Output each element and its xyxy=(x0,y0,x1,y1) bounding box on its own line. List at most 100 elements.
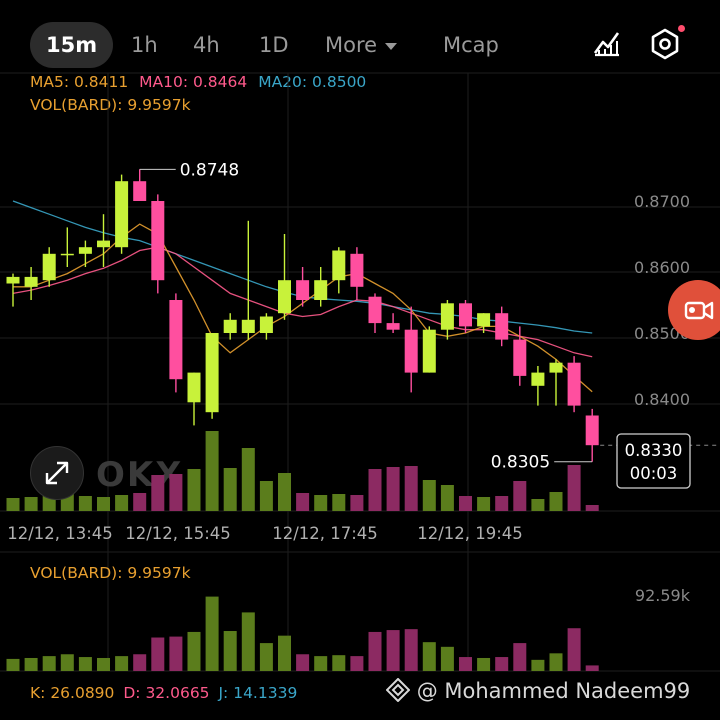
notification-dot xyxy=(678,25,685,32)
x-tick-label: 12/12, 17:45 xyxy=(272,524,378,543)
y-tick-label: 0.8700 xyxy=(634,192,690,211)
candle xyxy=(314,267,328,307)
volume-bar xyxy=(278,473,291,511)
candle-body xyxy=(314,280,328,300)
volume-bar xyxy=(169,474,183,511)
volume-bar-sub xyxy=(332,655,346,671)
candle xyxy=(459,300,472,333)
volume-bar-sub xyxy=(169,636,183,671)
x-tick-label: 12/12, 15:45 xyxy=(125,524,231,543)
volume-bar xyxy=(241,448,255,511)
candle xyxy=(115,174,129,254)
volume-bar xyxy=(422,480,436,511)
volume-bar xyxy=(350,495,364,511)
video-camera-icon xyxy=(684,301,714,320)
tab-1h[interactable]: 1h xyxy=(131,33,158,57)
tab-4h[interactable]: 4h xyxy=(193,33,220,57)
candle xyxy=(133,169,147,201)
vol-legend-sub: VOL(BARD): 9.9597k xyxy=(30,564,191,582)
candle xyxy=(513,326,527,386)
volume-bar xyxy=(24,497,38,511)
candle xyxy=(278,234,291,320)
candle xyxy=(386,313,400,333)
volume-bar-sub xyxy=(115,656,129,671)
candle-body xyxy=(115,181,129,248)
volume-bar-sub xyxy=(133,654,147,671)
tab-15m[interactable]: 15m xyxy=(30,22,114,68)
chart-line-icon[interactable] xyxy=(592,28,622,62)
candle-body xyxy=(513,339,527,376)
candle xyxy=(440,300,454,340)
candle xyxy=(368,293,382,333)
candle xyxy=(241,220,255,340)
candle-body xyxy=(368,296,382,324)
candle xyxy=(6,273,20,307)
candle xyxy=(477,313,491,333)
volume-bar xyxy=(97,497,110,511)
candle-body xyxy=(42,253,56,281)
candle xyxy=(187,372,201,426)
volume-bar-sub xyxy=(205,596,219,671)
volume-bar xyxy=(187,469,201,511)
volume-bar-sub xyxy=(278,635,291,671)
volume-bar-sub xyxy=(350,656,364,671)
kdj-j: J: 14.1339 xyxy=(218,684,298,702)
candle xyxy=(60,227,74,267)
expand-button[interactable] xyxy=(30,446,84,500)
candle-body xyxy=(350,253,364,287)
ma-legend: MA5: 0.8411 MA10: 0.8464 MA20: 0.8500 xyxy=(30,73,366,91)
volume-bar-sub xyxy=(495,657,509,671)
candle xyxy=(24,267,38,300)
tab-mcap[interactable]: Mcap xyxy=(443,33,499,57)
candle xyxy=(495,306,509,347)
record-button[interactable] xyxy=(668,280,720,340)
volume-bar-sub xyxy=(259,643,273,671)
volume-bar xyxy=(223,468,237,511)
candle-body xyxy=(531,372,545,386)
tab-more[interactable]: More xyxy=(325,22,398,68)
candle-body xyxy=(187,372,201,403)
y-tick-label: 0.8600 xyxy=(634,258,690,277)
volume-bar xyxy=(133,493,147,511)
candle xyxy=(223,313,237,340)
candle xyxy=(296,267,310,307)
high-price-label: 0.8748 xyxy=(180,160,239,180)
volume-bar xyxy=(259,481,273,511)
volume-bar xyxy=(205,431,219,511)
current-price-box xyxy=(616,433,691,489)
candle-body xyxy=(78,247,92,254)
volume-bar-sub xyxy=(386,630,400,671)
volume-bar xyxy=(151,475,165,511)
kdj-d: D: 32.0665 xyxy=(123,684,210,702)
candle xyxy=(531,366,545,406)
ma5-value: MA5: 0.8411 xyxy=(30,73,129,91)
candle xyxy=(585,408,599,462)
candle-body xyxy=(477,313,491,327)
candle xyxy=(169,293,183,393)
volume-bar xyxy=(6,498,20,511)
credit-watermark: @ Mohammed Nadeem99 xyxy=(385,677,691,703)
diamond-logo-icon xyxy=(385,677,411,703)
kdj-legend: K: 26.0890 D: 32.0665 J: 14.1339 xyxy=(30,684,297,702)
volume-bar-sub xyxy=(151,637,165,671)
kdj-k: K: 26.0890 xyxy=(30,684,115,702)
candle-body xyxy=(97,240,110,248)
tab-1d[interactable]: 1D xyxy=(259,33,289,57)
volume-bar-sub xyxy=(296,654,310,671)
volume-bar xyxy=(78,496,92,511)
expand-arrows-icon xyxy=(45,461,69,485)
volume-bar xyxy=(314,495,328,511)
hexagon-settings-icon[interactable] xyxy=(650,28,680,64)
volume-bar-sub xyxy=(97,657,110,671)
credit-text: @ Mohammed Nadeem99 xyxy=(416,679,691,703)
candle-body xyxy=(24,276,38,287)
volume-bar xyxy=(585,505,599,511)
candle xyxy=(42,247,56,287)
volume-bar xyxy=(368,469,382,511)
candle-body xyxy=(241,319,255,333)
volume-bar xyxy=(440,485,454,511)
volume-bar xyxy=(459,496,472,511)
candle-body xyxy=(60,253,74,256)
volume-bar-sub xyxy=(60,654,74,671)
